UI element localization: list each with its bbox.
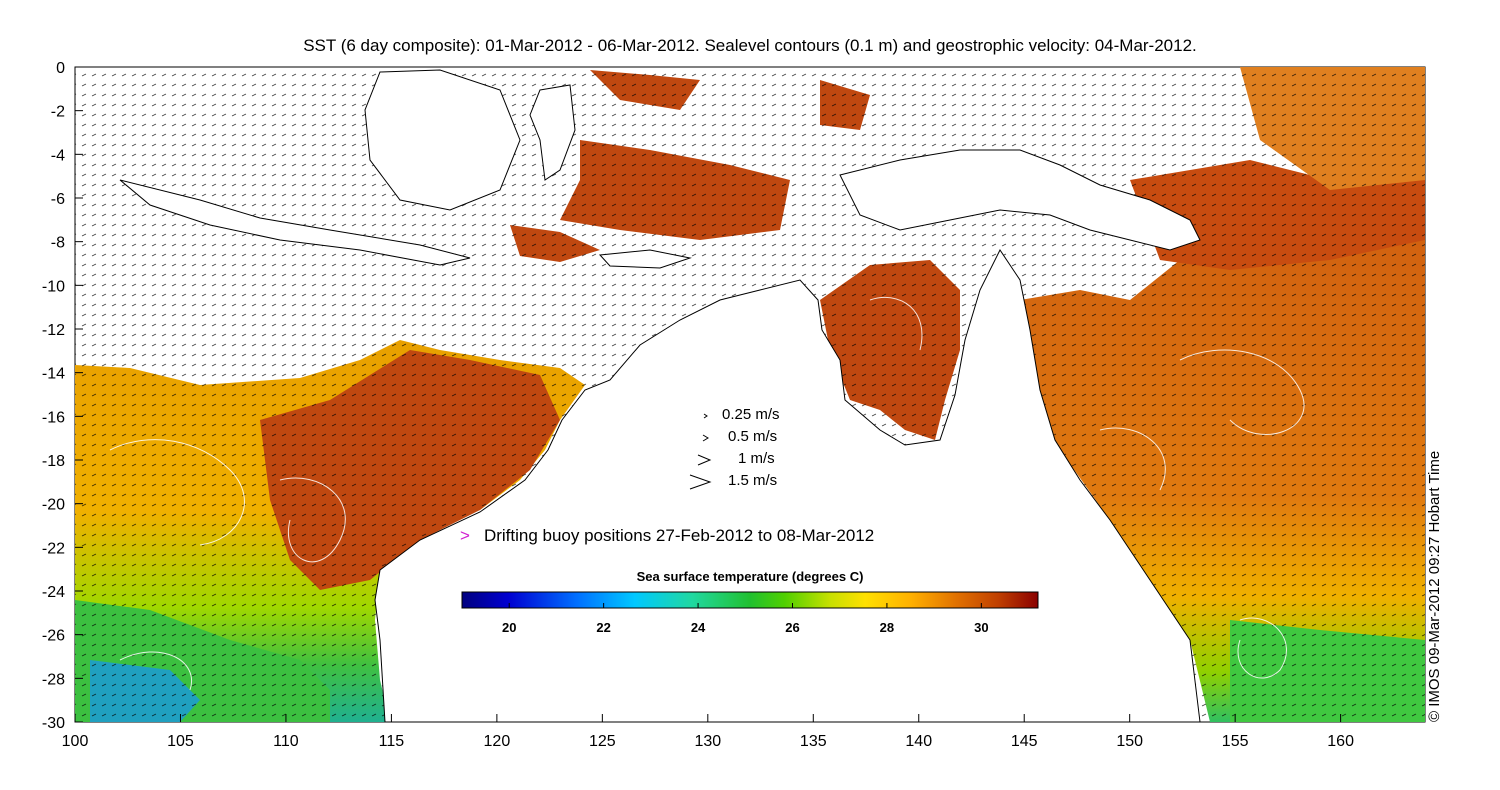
arrow-15 bbox=[689, 474, 712, 490]
y-tick-label: -12 bbox=[42, 322, 65, 339]
timor bbox=[598, 249, 692, 269]
y-tick-label: -28 bbox=[42, 671, 65, 688]
y-tick-label: -6 bbox=[51, 191, 65, 208]
colorbar-title: Sea surface temperature (degrees C) bbox=[636, 569, 864, 584]
x-axis: 100 105 110 115 120 125 130 135 140 145 150 155 160 bbox=[62, 714, 1354, 750]
x-tick-label: 150 bbox=[1116, 733, 1143, 750]
y-tick-label: -20 bbox=[42, 497, 65, 514]
y-tick-label: -10 bbox=[42, 278, 65, 295]
velocity-legend-1: 1 m/s bbox=[738, 450, 775, 467]
colorbar-tick-label: 24 bbox=[690, 620, 706, 635]
y-tick-label: -8 bbox=[51, 235, 65, 252]
x-tick-label: 140 bbox=[905, 733, 932, 750]
y-axis: 0 -2 -4 -6 -8 -10 -12 -14 -16 -18 -20 -22 -24 -26 -28 -… bbox=[42, 60, 83, 732]
y-tick-label: -22 bbox=[42, 540, 65, 557]
y-tick-label: -14 bbox=[42, 366, 65, 383]
y-tick-label: -2 bbox=[51, 104, 65, 121]
sumatra-java bbox=[119, 179, 471, 266]
buoy-marker: > bbox=[460, 526, 470, 545]
y-tick-label: -26 bbox=[42, 628, 65, 645]
x-tick-label: 160 bbox=[1327, 733, 1354, 750]
arrow-1 bbox=[697, 454, 712, 466]
arrow-05 bbox=[702, 434, 709, 442]
x-tick-label: 120 bbox=[484, 733, 511, 750]
y-tick-label: -18 bbox=[42, 453, 65, 470]
y-tick-label: -30 bbox=[42, 715, 65, 732]
sulawesi bbox=[529, 84, 576, 181]
colorbar bbox=[461, 591, 1039, 609]
colorbar-tick-label: 26 bbox=[785, 620, 800, 635]
x-tick-label: 105 bbox=[167, 733, 194, 750]
velocity-legend-arrows bbox=[689, 413, 712, 490]
x-tick-label: 125 bbox=[589, 733, 616, 750]
sealevel-contours bbox=[109, 296, 1305, 691]
y-tick-label: -24 bbox=[42, 584, 65, 601]
buoy-legend: > Drifting buoy positions 27-Feb-2012 to … bbox=[460, 526, 874, 546]
colorbar-tick-label: 28 bbox=[879, 620, 895, 635]
x-tick-label: 115 bbox=[379, 733, 405, 750]
x-tick-label: 100 bbox=[62, 733, 89, 750]
y-tick-label: -4 bbox=[51, 147, 65, 164]
colorbar-ticks bbox=[508, 603, 982, 608]
buoy-legend-label: Drifting buoy positions 27-Feb-2012 to 0… bbox=[483, 526, 875, 545]
velocity-legend-05: 0.5 m/s bbox=[728, 428, 778, 445]
x-tick-label: 135 bbox=[800, 733, 827, 750]
x-tick-label: 110 bbox=[273, 733, 299, 750]
borneo bbox=[364, 69, 521, 211]
credit-text: © IMOS 09-Mar-2012 09:27 Hobart Time bbox=[1426, 450, 1443, 722]
y-tick-label: -16 bbox=[42, 409, 65, 426]
figure-title: SST (6 day composite): 01-Mar-2012 - 06-… bbox=[303, 36, 1197, 55]
x-tick-label: 155 bbox=[1222, 733, 1249, 750]
y-tick-label: 0 bbox=[56, 60, 65, 77]
x-tick-label: 130 bbox=[694, 733, 721, 750]
colorbar-tick-label: 22 bbox=[596, 620, 611, 635]
x-tick-label: 145 bbox=[1011, 733, 1038, 750]
velocity-legend-025: 0.25 m/s bbox=[722, 406, 780, 423]
colorbar-tick-label: 20 bbox=[501, 620, 517, 635]
velocity-legend-15: 1.5 m/s bbox=[728, 472, 778, 489]
arrow-025 bbox=[703, 413, 708, 419]
colorbar-tick-label: 30 bbox=[974, 620, 989, 635]
new-guinea bbox=[839, 149, 1201, 251]
